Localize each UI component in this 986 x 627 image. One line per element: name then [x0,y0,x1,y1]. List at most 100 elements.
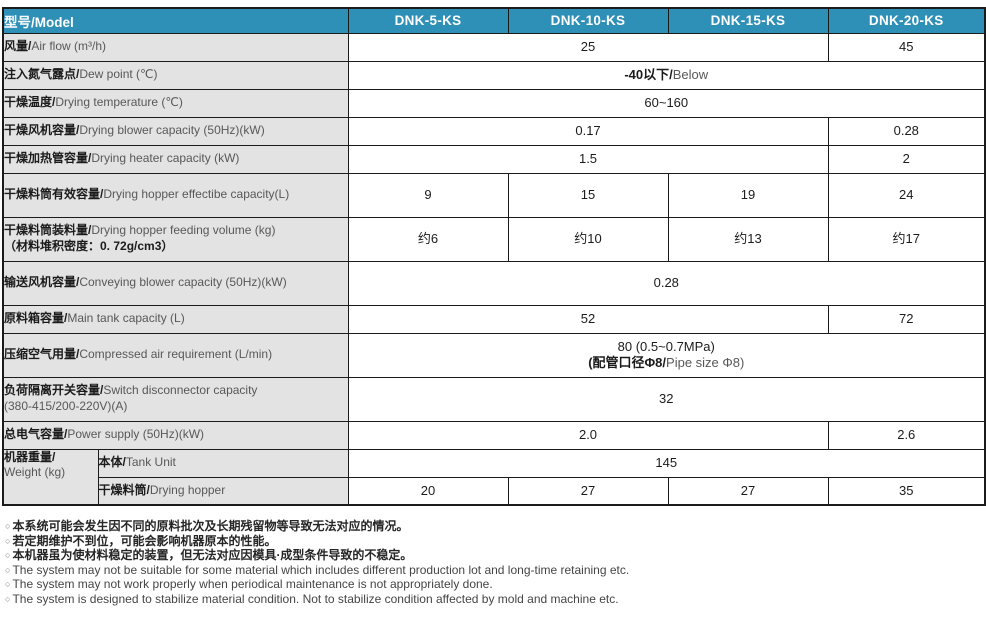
row-label-zh: 总电气容量/ [4,427,68,442]
footnote-bullet-icon: ○ [5,579,11,590]
spec-value-cell: 27 [507,476,669,506]
spec-value-cell: 1.5 [347,144,829,174]
model-column-title-en: Model [34,14,74,30]
value-text: 0.17 [575,122,601,138]
row-label-en: Compressed air requirement (L/min) [79,347,273,362]
model-name-dnk-15-ks: DNK-15-KS [667,7,829,34]
value-text: 9 [424,186,432,202]
spec-value-cell: 80 (0.5~0.7MPa) (配管口径Φ8/Pipe size Φ8) [347,332,986,378]
value-text: 15 [580,186,596,202]
footnote: ○ The system may not work properly when p… [5,577,986,592]
row-label-zh: 干燥风机容量/ [4,123,80,138]
row-label-drying-hopper-feeding-volume: 干燥料筒装料量/Drying hopper feeding volume (kg… [2,216,349,262]
spec-value-cell: 15 [507,172,669,218]
spec-row-drying-temperature: 干燥温度/Drying temperature (℃) 60~160 [2,88,986,118]
spec-row-drying-hopper-effective-capacity: 干燥料筒有效容量/Drying hopper effectibe capacit… [2,172,986,218]
footnote: ○ The system is designed to stabilize mat… [5,592,986,607]
spec-table-body: 风量/Air flow (m³/h) 25 45 注入氮气露点/Dew point (… [2,32,986,506]
row-label-en: Power supply (50Hz)(kW) [67,427,205,442]
spec-value-cell: 19 [667,172,829,218]
spec-value-cell: 20 [347,476,509,506]
spec-value-cell: 52 [347,304,829,334]
spec-row-air-flow: 风量/Air flow (m³/h) 25 45 [2,32,986,62]
value-text: 2 [902,150,910,166]
spec-value-cell: 2.6 [827,420,986,450]
value-text: 约13 [734,230,762,246]
value-text: 27 [740,482,756,498]
row-label-line2: (380-415/200-220V)(A) [4,399,128,413]
footnote-text: The system may not work properly when pe… [12,577,493,592]
value-text: 约6 [417,230,439,246]
row-label-main-tank-capacity: 原料箱容量/Main tank capacity (L) [2,304,349,334]
value-text: 19 [740,186,756,202]
footnote-text: 若定期维护不到位，可能会影响机器原本的性能。 [12,533,277,548]
spec-value-cell: 45 [827,32,986,62]
spec-value-cell: 2 [827,144,986,174]
footnote-bullet-icon: ○ [5,550,11,561]
spec-value-cell: 60~160 [347,88,986,118]
value-text: 80 (0.5~0.7MPa) [617,338,715,354]
value-text-zh: (配管口径Φ8/ [588,355,667,370]
value-text: 1.5 [578,150,598,166]
row-label-drying-temperature: 干燥温度/Drying temperature (℃) [2,88,349,118]
value-text: 35 [899,482,914,498]
spec-value-cell: 约17 [827,216,986,262]
row-label-zh: 干燥料筒装料量/ [4,223,92,238]
row-label-air-flow: 风量/Air flow (m³/h) [2,32,349,62]
footnote-bullet-icon: ○ [5,535,11,546]
value-text: 145 [655,454,678,470]
row-label-zh: 输送风机容量/ [4,275,80,290]
row-label-en: Drying hopper effectibe capacity(L) [103,187,290,202]
value-text: 2.0 [578,426,598,442]
spec-row-drying-hopper-feeding-volume: 干燥料筒装料量/Drying hopper feeding volume (kg… [2,216,986,262]
value-text-zh: -40以下/ [624,66,673,82]
value-text: 32 [659,390,674,406]
row-label-en: Drying temperature (℃) [55,95,183,110]
spec-value-cell: 2.0 [347,420,829,450]
spec-row-tank-unit: 机器重量/Weight (kg) 本体/Tank Unit 145 [2,448,986,506]
spec-row-main-tank-capacity: 原料箱容量/Main tank capacity (L) 52 72 [2,304,986,334]
value-text-en: Below [672,66,709,82]
row-label-weight-zh: 机器重量/ [4,449,56,464]
value-text: 约10 [574,230,602,246]
value-text-en: Pipe size Φ8) [666,355,745,370]
row-label-line2: （材料堆积密度：0. 72g/cm3） [4,239,174,253]
model-name-dnk-20-ks: DNK-20-KS [827,7,986,34]
footnote: ○ 本系统可能会发生因不同的原料批次及长期残留物等导致无法对应的情况。 [5,519,986,534]
row-label-drying-blower-capacity: 干燥风机容量/Drying blower capacity (50Hz)(kW) [2,116,349,146]
spec-row-drying-heater-capacity: 干燥加热管容量/Drying heater capacity (kW) 1.5 2 [2,144,986,174]
value-text: 60~160 [644,94,689,110]
spec-row-compressed-air-requirement: 压缩空气用量/Compressed air requirement (L/min… [2,332,986,378]
row-label-en: Air flow (m³/h) [31,39,107,54]
footnote-text: 本机器虽为使材料稳定的装置，但无法对应因模具·成型条件导致的不稳定。 [12,548,413,563]
value-line: (配管口径Φ8/Pipe size Φ8) [349,355,984,371]
value-text: 52 [580,310,596,326]
row-label-conveying-blower-capacity: 输送风机容量/Conveying blower capacity (50Hz)(… [2,260,349,306]
spec-value-cell: 0.28 [347,260,986,306]
row-label-zh: 干燥加热管容量/ [4,151,92,166]
spec-value-cell: 9 [347,172,509,218]
spec-row-switch-disconnector-capacity: 负荷隔离开关容量/Switch disconnector capacity (38… [2,376,986,422]
row-label-zh: 负荷隔离开关容量/ [4,383,104,398]
spec-value-cell: 约10 [507,216,669,262]
row-label-zh: 原料箱容量/ [4,311,68,326]
row-label-zh: 风量/ [4,39,32,54]
spec-value-cell: 约13 [667,216,829,262]
value-text: 约17 [892,230,920,246]
model-column-title: 型号/Model [2,7,349,34]
row-sublabel-en: Drying hopper [149,482,226,497]
model-header-row: 型号/Model DNK-5-KS DNK-10-KS DNK-15-KS DNK-20… [2,7,986,34]
value-text: 2.6 [897,426,916,442]
footnote: ○ The system may not be suitable for some… [5,563,986,578]
row-sublabel-en: Tank Unit [125,455,176,470]
spec-table-header: 型号/Model DNK-5-KS DNK-10-KS DNK-15-KS DNK-20… [2,7,986,34]
row-label-en: Dew point (℃) [79,67,158,82]
value-text: 24 [899,186,914,202]
footnote-bullet-icon: ○ [5,564,11,575]
row-label-en: Switch disconnector capacity [103,383,258,398]
value-line: 80 (0.5~0.7MPa) [349,338,984,355]
value-text: 25 [580,38,596,54]
row-label-drying-hopper-effective-capacity: 干燥料筒有效容量/Drying hopper effectibe capacit… [2,172,349,218]
spec-value-cell: 25 [347,32,829,62]
row-label-zh: 压缩空气用量/ [4,347,80,362]
